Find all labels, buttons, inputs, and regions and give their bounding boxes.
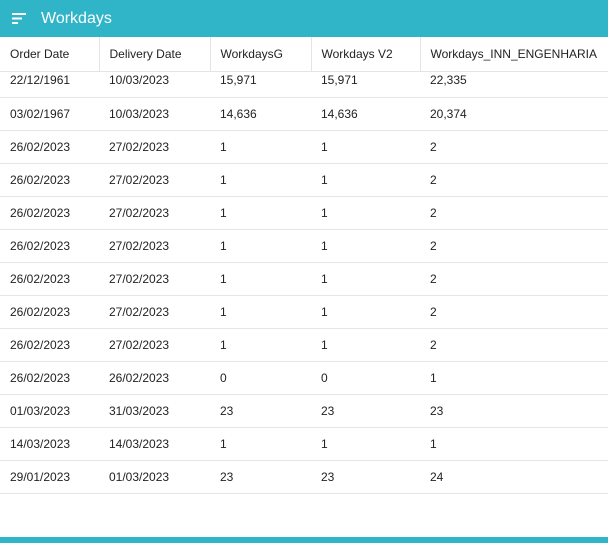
cell-order-date: 26/02/2023 [0,262,99,296]
cell-workdays-inn-engenharia: 1 [420,361,608,395]
cell-workdays-inn-engenharia: 24 [420,460,608,494]
table-row[interactable]: 26/02/2023 27/02/2023 1 1 2 [0,130,608,164]
cell-delivery-date: 27/02/2023 [99,163,210,197]
table-row[interactable]: 14/03/2023 14/03/2023 1 1 1 [0,427,608,461]
cell-delivery-date: 10/03/2023 [99,71,210,98]
cell-order-date: 26/02/2023 [0,163,99,197]
cell-order-date: 29/01/2023 [0,460,99,494]
footer-bar [0,537,608,543]
cell-workdays-v2: 1 [311,295,420,329]
cell-workdays-v2: 1 [311,328,420,362]
cell-workdaysg: 1 [210,229,311,263]
cell-workdays-v2: 1 [311,229,420,263]
table-row[interactable]: 26/02/2023 27/02/2023 1 1 2 [0,196,608,230]
cell-delivery-date: 27/02/2023 [99,328,210,362]
page-title: Workdays [41,9,112,27]
cell-delivery-date: 01/03/2023 [99,460,210,494]
column-header-workdays-inn-engenharia[interactable]: Workdays_INN_ENGENHARIA [420,37,608,72]
cell-order-date: 26/02/2023 [0,361,99,395]
workdays-table: Order Date Delivery Date WorkdaysG Workd… [0,37,608,494]
cell-order-date: 26/02/2023 [0,295,99,329]
cell-workdays-inn-engenharia: 2 [420,130,608,164]
cell-workdays-inn-engenharia: 2 [420,229,608,263]
cell-workdays-v2: 15,971 [311,71,420,98]
cell-order-date: 03/02/1967 [0,97,99,131]
column-header-workdaysg[interactable]: WorkdaysG [210,37,312,72]
column-header-workdays-v2[interactable]: Workdays V2 [311,37,421,72]
cell-delivery-date: 27/02/2023 [99,229,210,263]
cell-order-date: 14/03/2023 [0,427,99,461]
data-table-container[interactable]: Order Date Delivery Date WorkdaysG Workd… [0,37,608,537]
cell-workdaysg: 1 [210,130,311,164]
table-row[interactable]: 26/02/2023 26/02/2023 0 0 1 [0,361,608,395]
table-row[interactable]: 26/02/2023 27/02/2023 1 1 2 [0,229,608,263]
cell-delivery-date: 27/02/2023 [99,295,210,329]
cell-workdays-inn-engenharia: 20,374 [420,97,608,131]
table-header-row: Order Date Delivery Date WorkdaysG Workd… [0,37,608,72]
cell-workdays-v2: 1 [311,427,420,461]
cell-workdays-v2: 23 [311,394,420,428]
cell-workdaysg: 14,636 [210,97,311,131]
table-row[interactable]: 26/02/2023 27/02/2023 1 1 2 [0,163,608,197]
table-row[interactable]: 01/03/2023 31/03/2023 23 23 23 [0,394,608,428]
cell-workdays-inn-engenharia: 2 [420,163,608,197]
cell-workdays-inn-engenharia: 2 [420,328,608,362]
cell-workdays-v2: 14,636 [311,97,420,131]
table-row[interactable]: 03/02/1967 10/03/2023 14,636 14,636 20,374 [0,97,608,131]
cell-workdaysg: 1 [210,328,311,362]
cell-workdays-v2: 0 [311,361,420,395]
cell-workdays-inn-engenharia: 2 [420,262,608,296]
cell-delivery-date: 10/03/2023 [99,97,210,131]
cell-workdaysg: 23 [210,394,311,428]
cell-workdays-inn-engenharia: 22,335 [420,71,608,98]
cell-delivery-date: 27/02/2023 [99,130,210,164]
table-row[interactable]: 29/01/2023 01/03/2023 23 23 24 [0,460,608,494]
table-row[interactable]: 26/02/2023 27/02/2023 1 1 2 [0,295,608,329]
table-row[interactable]: 26/02/2023 27/02/2023 1 1 2 [0,262,608,296]
cell-workdays-inn-engenharia: 2 [420,295,608,329]
table-row[interactable]: 26/02/2023 27/02/2023 1 1 2 [0,328,608,362]
cell-order-date: 26/02/2023 [0,130,99,164]
cell-order-date: 26/02/2023 [0,196,99,230]
cell-workdays-inn-engenharia: 1 [420,427,608,461]
cell-workdays-v2: 1 [311,196,420,230]
cell-delivery-date: 31/03/2023 [99,394,210,428]
table-row[interactable]: 22/12/1961 10/03/2023 15,971 15,971 22,335 [0,71,608,98]
cell-delivery-date: 27/02/2023 [99,262,210,296]
menu-icon [12,13,26,24]
app-header: Workdays [0,0,608,37]
cell-workdays-v2: 1 [311,130,420,164]
cell-workdays-inn-engenharia: 2 [420,196,608,230]
cell-workdaysg: 1 [210,163,311,197]
cell-workdays-v2: 23 [311,460,420,494]
menu-button[interactable] [0,0,40,37]
cell-order-date: 26/02/2023 [0,229,99,263]
cell-workdays-v2: 1 [311,262,420,296]
cell-order-date: 22/12/1961 [0,71,99,98]
cell-delivery-date: 14/03/2023 [99,427,210,461]
cell-order-date: 01/03/2023 [0,394,99,428]
cell-workdaysg: 0 [210,361,311,395]
cell-delivery-date: 27/02/2023 [99,196,210,230]
cell-workdays-v2: 1 [311,163,420,197]
cell-order-date: 26/02/2023 [0,328,99,362]
cell-workdaysg: 15,971 [210,71,311,98]
column-header-order-date[interactable]: Order Date [0,37,100,72]
cell-workdaysg: 1 [210,196,311,230]
cell-delivery-date: 26/02/2023 [99,361,210,395]
table-body: 22/12/1961 10/03/2023 15,971 15,971 22,335 03… [0,71,608,494]
cell-workdaysg: 1 [210,262,311,296]
cell-workdaysg: 1 [210,427,311,461]
cell-workdaysg: 1 [210,295,311,329]
column-header-delivery-date[interactable]: Delivery Date [99,37,211,72]
cell-workdaysg: 23 [210,460,311,494]
cell-workdays-inn-engenharia: 23 [420,394,608,428]
